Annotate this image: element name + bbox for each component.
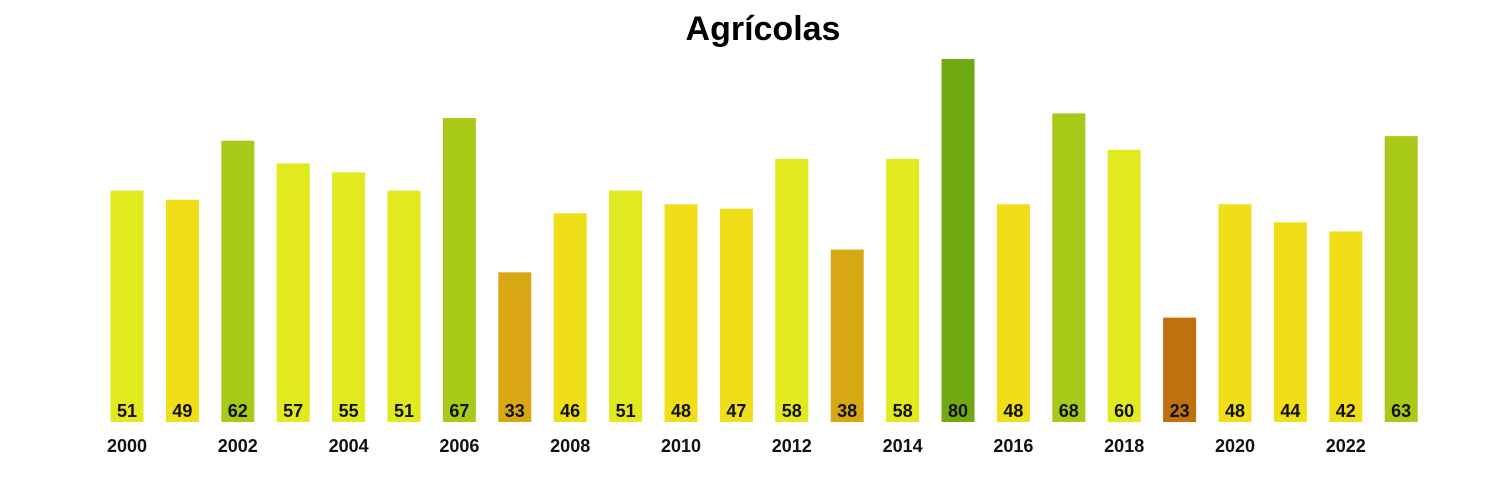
bar-value-label: 23 [1170, 401, 1190, 421]
bar-value-label: 48 [671, 401, 691, 421]
bar-2020 [1218, 204, 1252, 422]
bar-value-label: 51 [394, 401, 414, 421]
bar-2005 [387, 190, 421, 422]
x-tick-label: 2010 [661, 436, 701, 456]
bar-2018 [1107, 149, 1141, 423]
bar-2017 [1052, 113, 1086, 423]
bar-value-label: 49 [172, 401, 192, 421]
bar-2004 [332, 172, 366, 422]
bar-value-label: 51 [616, 401, 636, 421]
bar-2011 [719, 208, 753, 422]
x-tick-label: 2016 [993, 436, 1033, 456]
bar-value-label: 68 [1059, 401, 1079, 421]
bar-value-label: 60 [1114, 401, 1134, 421]
x-tick-label: 2004 [329, 436, 369, 456]
bar-value-label: 48 [1003, 401, 1023, 421]
x-tick-label: 2014 [883, 436, 923, 456]
x-tick-label: 2022 [1326, 436, 1366, 456]
bar-2008 [553, 213, 587, 422]
bar-2022 [1329, 231, 1363, 422]
bar-value-label: 63 [1391, 401, 1411, 421]
bar-value-label: 55 [339, 401, 359, 421]
bar-2001 [165, 199, 199, 422]
x-tick-label: 2006 [439, 436, 479, 456]
bar-value-label: 51 [117, 401, 137, 421]
bar-2023 [1384, 136, 1418, 422]
bars-layer [110, 59, 1418, 423]
bar-2006 [442, 118, 476, 422]
bar-2021 [1273, 222, 1307, 422]
bar-value-label: 33 [505, 401, 525, 421]
x-axis-ticks: 2000 2002 2004 2006 2008 2010 2012 2014 2016 2018… [107, 436, 1366, 456]
bar-value-label: 67 [449, 401, 469, 421]
bar-value-label: 57 [283, 401, 303, 421]
bar-2009 [609, 190, 643, 422]
chart-title: Agrícolas [685, 10, 841, 48]
value-labels-layer: 51 49 62 57 55 51 67 33 46 51 48 47 58 38 58 80 48 68 60 23… [117, 401, 1411, 421]
x-tick-label: 2012 [772, 436, 812, 456]
bar-2000 [110, 190, 144, 422]
bar-2007 [498, 272, 532, 422]
x-tick-label: 2000 [107, 436, 147, 456]
bar-2013 [830, 249, 864, 422]
x-tick-label: 2018 [1104, 436, 1144, 456]
bar-2014 [886, 158, 920, 423]
bar-value-label: 48 [1225, 401, 1245, 421]
bar-value-label: 58 [893, 401, 913, 421]
bar-2016 [996, 204, 1030, 422]
bar-2019 [1163, 317, 1197, 422]
bar-2002 [221, 140, 255, 422]
x-tick-label: 2008 [550, 436, 590, 456]
x-tick-label: 2002 [218, 436, 258, 456]
bar-2010 [664, 204, 698, 422]
x-tick-label: 2020 [1215, 436, 1255, 456]
bar-value-label: 42 [1336, 401, 1356, 421]
bar-value-label: 58 [782, 401, 802, 421]
bar-value-label: 47 [726, 401, 746, 421]
bar-value-label: 44 [1280, 401, 1300, 421]
bar-value-label: 80 [948, 401, 968, 421]
bar-value-label: 38 [837, 401, 857, 421]
bar-2015 [941, 59, 975, 422]
bar-value-label: 46 [560, 401, 580, 421]
bar-2012 [775, 158, 809, 423]
bar-2003 [276, 163, 310, 422]
bar-value-label: 62 [228, 401, 248, 421]
